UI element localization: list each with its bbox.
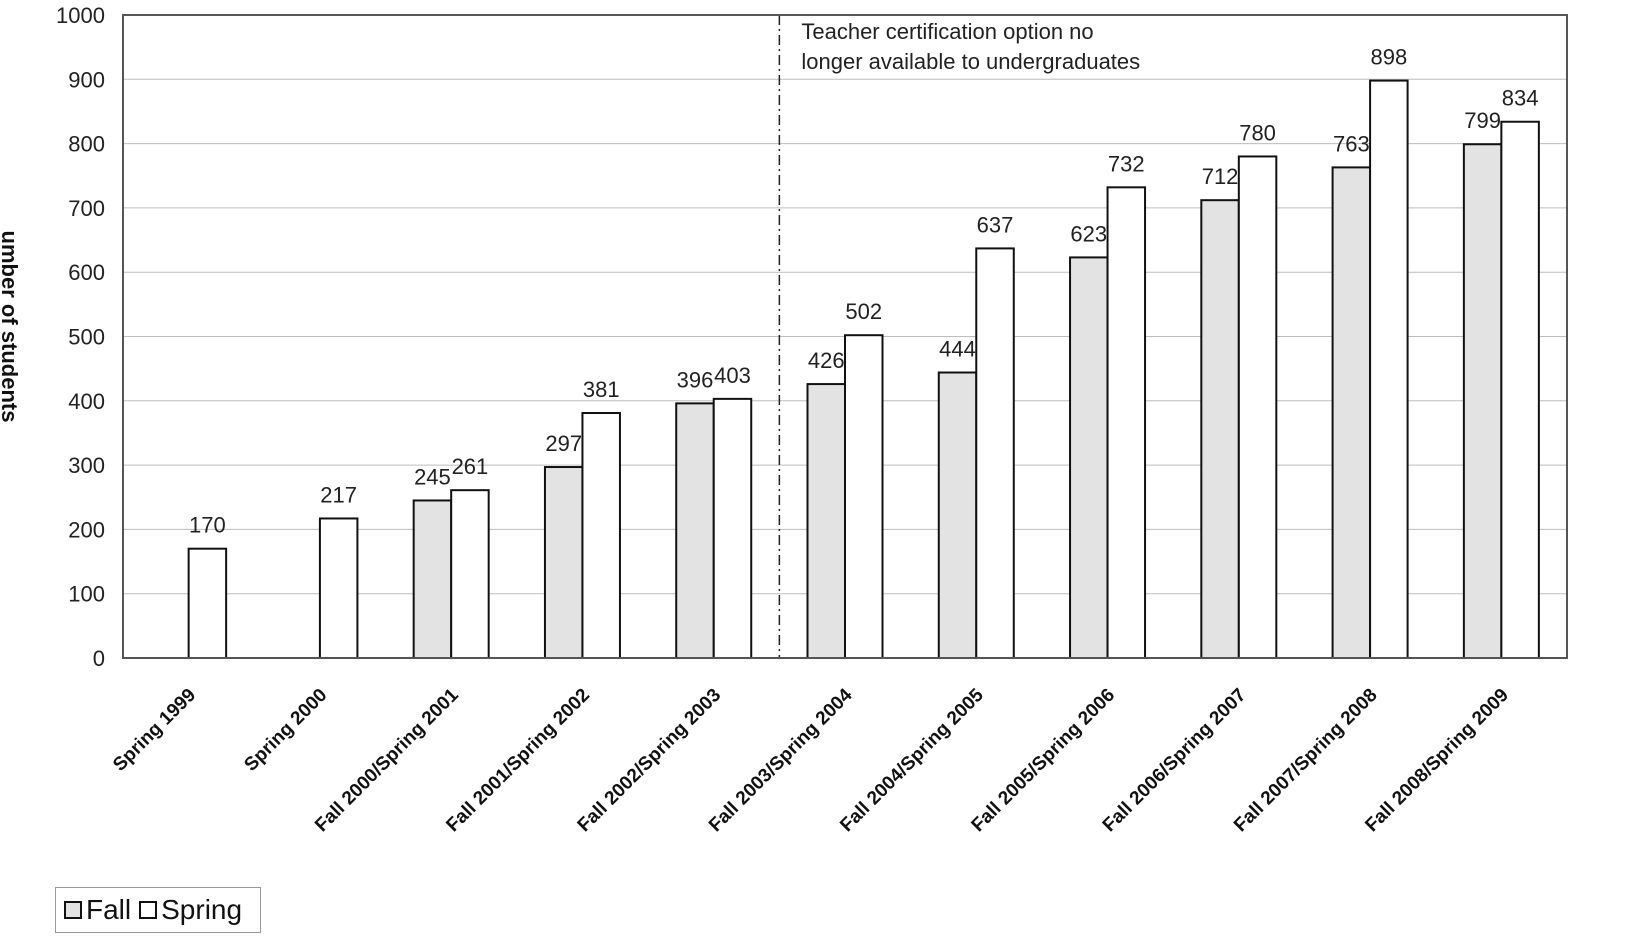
annotation-line-2: longer available to undergraduates [801, 49, 1140, 74]
data-label-fall: 799 [1464, 108, 1501, 133]
bar-fall [675, 402, 715, 660]
x-tick-label: Fall 2000/Spring 2001 [311, 684, 463, 836]
x-tick-label: Fall 2008/Spring 2009 [1361, 685, 1513, 837]
data-label-spring: 898 [1370, 45, 1407, 70]
y-tick-label: 300 [68, 453, 105, 478]
bars [187, 79, 1540, 660]
plot-frame [122, 14, 1568, 659]
bar-fall [1462, 143, 1503, 660]
data-label-spring: 732 [1108, 151, 1145, 176]
data-label-spring: 170 [189, 513, 226, 538]
data-label-fall: 712 [1202, 164, 1239, 189]
bar-spring [318, 517, 359, 659]
bar-fall [1200, 199, 1240, 660]
y-axis-ticks: 0 100 200 300 400 500 600 700 800 900 1000 [56, 3, 105, 671]
data-label-fall: 245 [414, 464, 451, 489]
y-tick-label: 100 [68, 582, 105, 607]
x-tick-label: Spring 1999 [109, 685, 200, 776]
data-label-spring: 217 [320, 482, 357, 507]
bar-fall [543, 466, 584, 659]
bar-spring [581, 412, 621, 659]
bar-spring [1369, 79, 1409, 659]
y-tick-label: 200 [68, 517, 105, 542]
bar-spring [187, 547, 228, 659]
data-label-fall: 763 [1333, 131, 1370, 156]
data-label-fall: 396 [677, 367, 714, 392]
x-tick-label: Fall 2006/Spring 2007 [1099, 685, 1251, 837]
legend-label-spring: Spring [161, 894, 243, 925]
bar-spring [450, 489, 490, 659]
data-label-spring: 261 [452, 454, 489, 479]
y-tick-label: 0 [93, 646, 105, 671]
data-label-fall: 297 [545, 431, 582, 456]
legend-label-fall: Fall [86, 894, 132, 925]
bar-fall [937, 371, 978, 659]
y-tick-label: 700 [68, 196, 105, 221]
x-tick-label: Spring 2000 [240, 685, 331, 776]
data-label-spring: 834 [1502, 86, 1539, 111]
bar-spring [844, 334, 884, 659]
x-tick-label: Fall 2001/Spring 2002 [442, 685, 594, 837]
data-label-spring: 637 [977, 212, 1014, 237]
x-tick-label: Fall 2005/Spring 2006 [968, 685, 1120, 837]
legend-swatch-spring [139, 901, 158, 919]
bar-fall [806, 383, 846, 659]
y-axis-label: umber of students [0, 231, 22, 423]
bar-fall [1331, 166, 1372, 660]
data-label-spring: 502 [845, 299, 882, 324]
annotation-line-1: Teacher certification option no [801, 19, 1093, 44]
bar-spring [975, 247, 1015, 659]
legend-item-fall: Fall [64, 894, 131, 926]
bar-fall [1069, 256, 1109, 659]
data-label-fall: 426 [808, 348, 845, 373]
data-label-spring: 381 [583, 377, 620, 402]
x-tick-label: Fall 2004/Spring 2005 [836, 684, 988, 836]
y-tick-label: 800 [68, 132, 105, 157]
bar-spring [1237, 155, 1278, 660]
data-label-spring: 403 [714, 363, 751, 388]
legend: Fall Spring [55, 887, 262, 933]
data-label-fall: 623 [1070, 221, 1107, 246]
x-tick-label: Fall 2003/Spring 2004 [705, 684, 857, 836]
y-tick-label: 400 [68, 389, 105, 414]
x-tick-label: Fall 2007/Spring 2008 [1230, 685, 1382, 837]
y-tick-label: 900 [68, 67, 105, 92]
bar-spring [1500, 120, 1540, 660]
bar-spring [712, 397, 753, 659]
bar-fall [412, 499, 453, 659]
annotation-text: Teacher certification option no longer a… [801, 19, 1140, 74]
y-tick-label: 600 [68, 260, 105, 285]
y-tick-label: 500 [68, 325, 105, 350]
data-label-spring: 780 [1239, 120, 1276, 145]
data-label-fall: 444 [939, 337, 976, 362]
legend-item-spring: Spring [139, 894, 242, 926]
legend-swatch-fall [64, 901, 82, 919]
x-tick-label: Fall 2002/Spring 2003 [574, 685, 726, 837]
y-tick-label: 1000 [56, 3, 105, 28]
bar-spring [1106, 186, 1147, 659]
